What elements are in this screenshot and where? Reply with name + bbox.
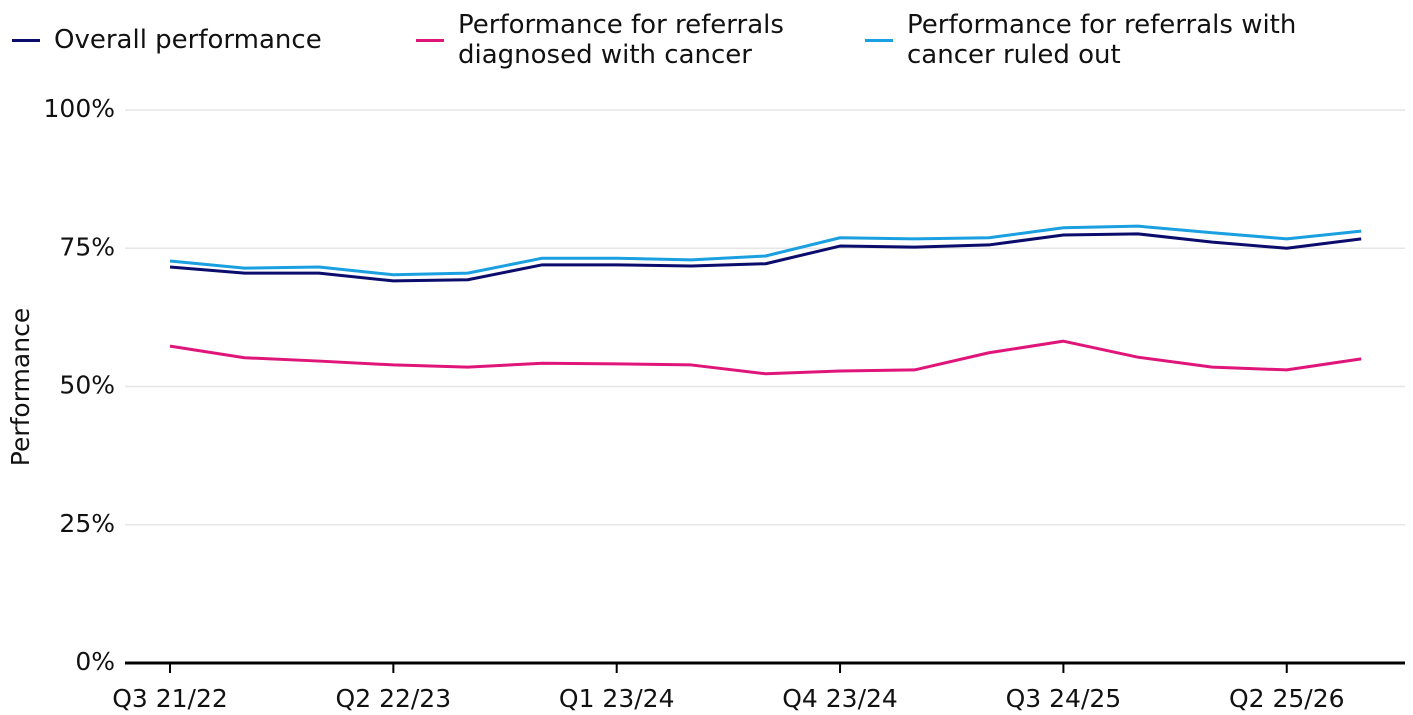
legend-swatch bbox=[416, 39, 444, 42]
line-series bbox=[169, 232, 1362, 283]
legend-item: Performance for referrals diagnosed with… bbox=[416, 10, 843, 70]
legend: Overall performance Performance for refer… bbox=[12, 10, 1329, 70]
legend-label: Overall performance bbox=[54, 25, 322, 55]
line-series bbox=[169, 224, 1362, 277]
legend-swatch bbox=[12, 39, 40, 42]
y-axis-label: Performance bbox=[6, 308, 35, 466]
x-tick-label: Q2 22/23 bbox=[336, 684, 452, 713]
y-tick-label: 75% bbox=[59, 232, 115, 261]
x-tick-label: Q3 24/25 bbox=[1006, 684, 1122, 713]
legend-label: Performance for referrals with cancer ru… bbox=[907, 10, 1297, 70]
legend-swatch bbox=[865, 39, 893, 42]
y-tick-label: 0% bbox=[75, 647, 115, 676]
x-tick-label: Q1 23/24 bbox=[559, 684, 675, 713]
line-series bbox=[169, 339, 1362, 376]
x-tick-label: Q2 25/26 bbox=[1229, 684, 1345, 713]
legend-item: Performance for referrals with cancer ru… bbox=[865, 10, 1307, 70]
y-tick-label: 50% bbox=[59, 371, 115, 400]
y-tick-label: 100% bbox=[44, 94, 115, 123]
legend-label: Performance for referrals diagnosed with… bbox=[458, 10, 784, 70]
x-tick-label: Q4 23/24 bbox=[782, 684, 898, 713]
y-tick-label: 25% bbox=[59, 509, 115, 538]
x-tick-label: Q3 21/22 bbox=[112, 684, 228, 713]
legend-item: Overall performance bbox=[12, 10, 394, 70]
